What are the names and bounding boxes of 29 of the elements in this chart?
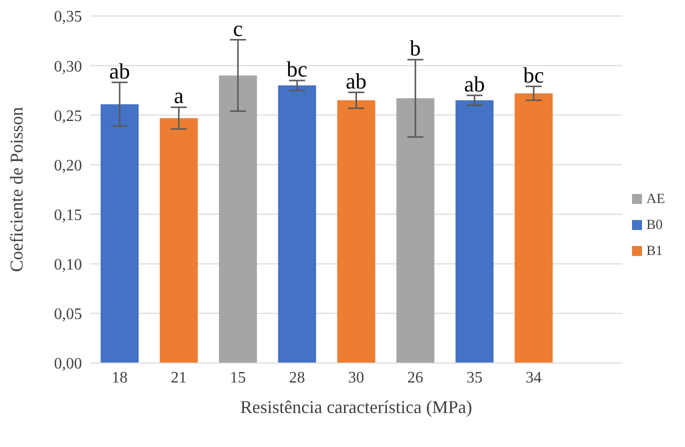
annotation: ab xyxy=(464,71,485,96)
x-tick-label: 21 xyxy=(170,369,187,386)
annotation: b xyxy=(410,36,421,61)
x-tick-label: 34 xyxy=(526,369,542,386)
y-tick-label: 0,25 xyxy=(54,108,82,125)
y-tick-label: 0,35 xyxy=(54,8,82,26)
x-tick-label: 18 xyxy=(112,369,128,386)
x-tick-label: 35 xyxy=(466,369,482,386)
y-tick-label: 0,20 xyxy=(54,157,82,174)
y-tick-label: 0,15 xyxy=(54,206,82,224)
y-tick-label: 0,10 xyxy=(54,256,82,274)
x-tick-label: 15 xyxy=(230,369,246,386)
x-tick-label: 30 xyxy=(348,369,364,386)
x-tick-label: 26 xyxy=(407,369,424,386)
annotation: ab xyxy=(109,58,130,84)
y-tick-label: 0,00 xyxy=(54,356,82,373)
annotation: bc xyxy=(523,62,544,88)
annotation: ab xyxy=(346,68,367,94)
y-axis-title: Coeficiente de Poisson xyxy=(6,107,26,272)
x-tick-label: 28 xyxy=(289,369,306,386)
legend-label: B1 xyxy=(646,244,663,258)
legend-label: AE xyxy=(646,192,665,206)
annotation: a xyxy=(174,83,184,108)
y-tick-label: 0,30 xyxy=(54,58,82,76)
annotation: c xyxy=(232,16,243,41)
legend-label: B0 xyxy=(646,218,663,232)
annotation: bc xyxy=(286,56,308,82)
x-axis-title: Resistência característica (MPa) xyxy=(240,397,472,417)
y-tick-label: 0,05 xyxy=(54,306,82,324)
